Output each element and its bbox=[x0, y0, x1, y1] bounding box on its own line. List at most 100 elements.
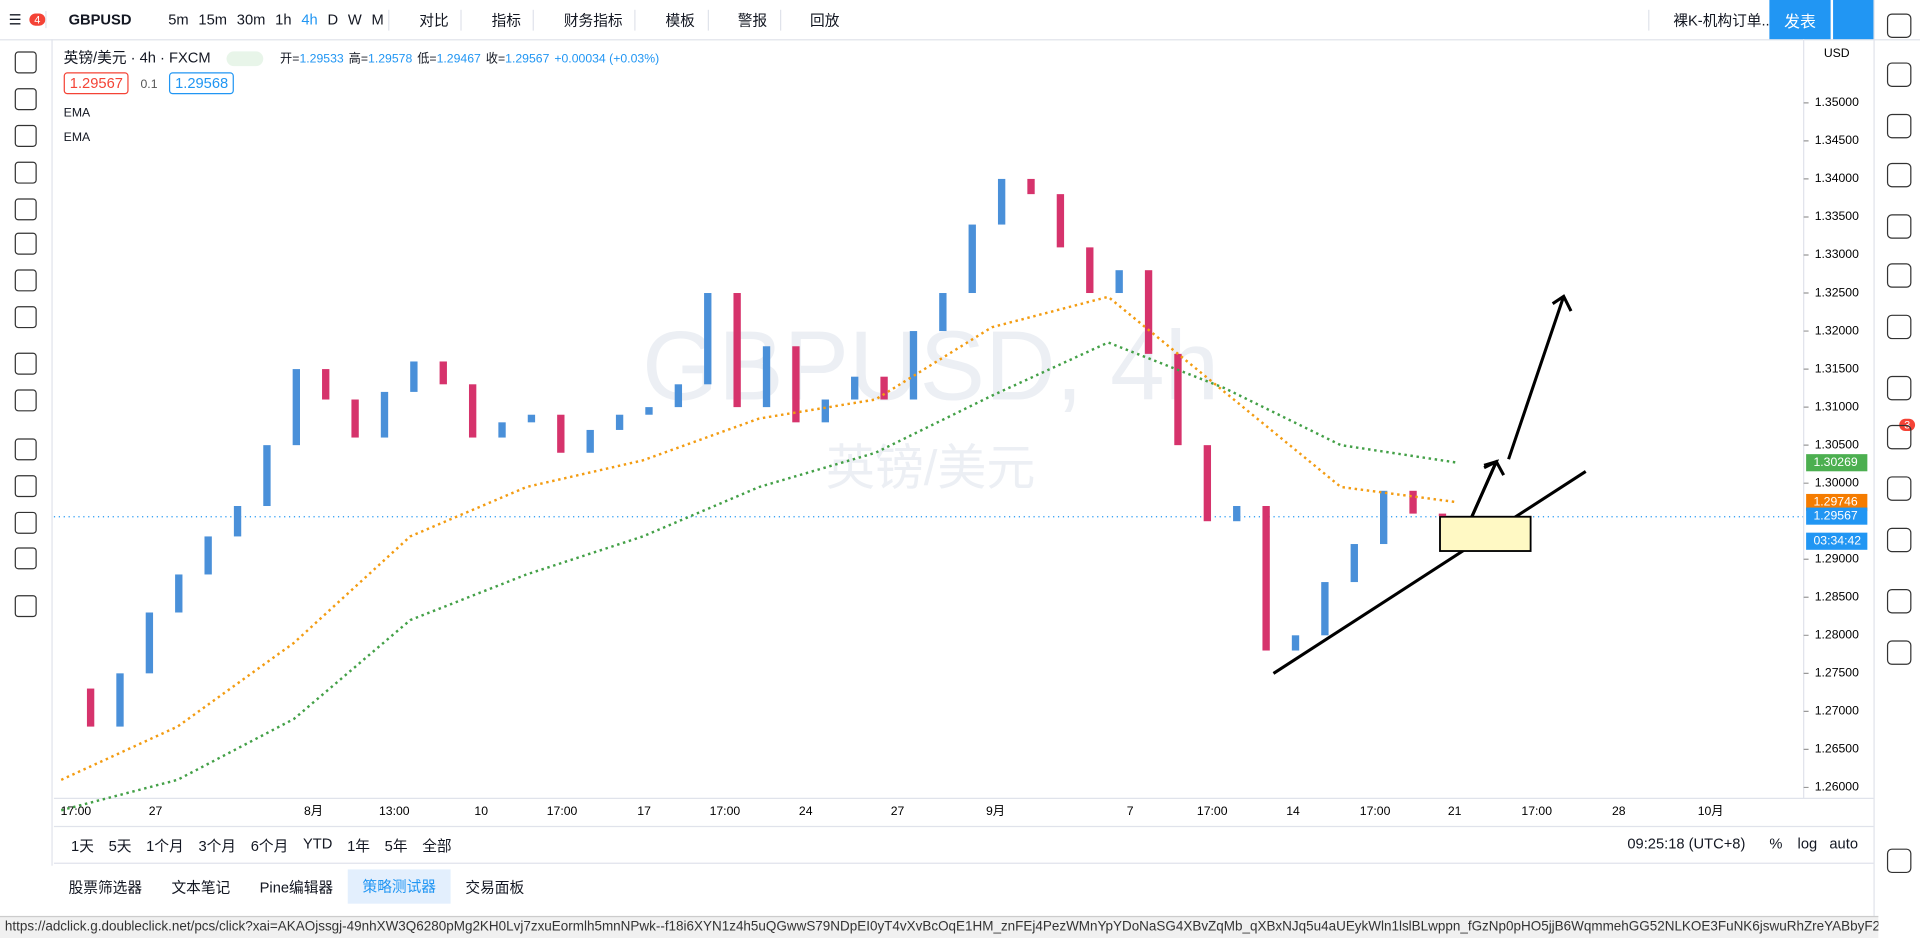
side-icon[interactable] bbox=[1886, 162, 1912, 188]
candle bbox=[1203, 445, 1212, 522]
toolbar-button[interactable]: 模板 bbox=[634, 9, 707, 31]
candle bbox=[410, 361, 418, 392]
auto[interactable]: auto bbox=[1829, 835, 1858, 853]
range-button[interactable]: 3个月 bbox=[198, 837, 237, 855]
interval[interactable]: 4h bbox=[301, 11, 318, 29]
candle bbox=[645, 407, 653, 415]
candle bbox=[1409, 490, 1417, 514]
side-icon[interactable] bbox=[1886, 263, 1912, 288]
price-label: 1.34000 bbox=[1815, 171, 1859, 185]
ask[interactable]: 1.29568 bbox=[168, 72, 235, 95]
side-icon[interactable] bbox=[1886, 214, 1912, 239]
tool-icon[interactable] bbox=[14, 88, 37, 111]
price-badge-label: 1.30269 bbox=[1813, 455, 1857, 469]
tool-icon[interactable] bbox=[14, 389, 37, 412]
tool-icon[interactable] bbox=[14, 595, 37, 618]
side-icon[interactable] bbox=[1886, 476, 1912, 501]
side-icon[interactable] bbox=[1886, 848, 1912, 874]
change: +0.00034 (+0.03%) bbox=[554, 52, 660, 67]
range-button[interactable]: 1年 bbox=[347, 837, 370, 855]
side-icon[interactable] bbox=[1886, 314, 1912, 340]
tool-icon[interactable] bbox=[14, 547, 37, 570]
tool-icon[interactable] bbox=[14, 438, 37, 461]
play[interactable] bbox=[1833, 0, 1874, 40]
price-badge-label: 1.29746 bbox=[1813, 495, 1857, 509]
menu[interactable]: ☰ bbox=[8, 11, 22, 29]
tool-icon[interactable] bbox=[14, 232, 37, 255]
candle bbox=[86, 688, 95, 727]
symbol[interactable]: GBPUSD bbox=[45, 11, 163, 29]
toolbar-button[interactable]: 警报 bbox=[707, 9, 779, 31]
publish[interactable]: 发表 bbox=[1769, 0, 1831, 40]
tool-icon[interactable] bbox=[14, 269, 37, 292]
arrow bbox=[1470, 294, 1573, 518]
side-icon[interactable] bbox=[1886, 375, 1912, 401]
side-icon[interactable] bbox=[1886, 640, 1912, 665]
side-icon[interactable] bbox=[1886, 527, 1912, 553]
time-label: 24 bbox=[799, 804, 813, 818]
tool-icon[interactable] bbox=[14, 352, 37, 375]
interval[interactable]: W bbox=[347, 11, 362, 29]
tool-icon[interactable] bbox=[14, 198, 37, 221]
candle bbox=[116, 673, 124, 727]
interval[interactable]: 5m bbox=[168, 11, 189, 29]
side-icon[interactable] bbox=[1886, 113, 1912, 139]
candle bbox=[792, 346, 800, 423]
tab[interactable]: 交易面板 bbox=[465, 878, 525, 896]
toolbar-button[interactable]: 回放 bbox=[779, 9, 851, 31]
ohlc-value: 1.29533 bbox=[299, 52, 344, 67]
tab[interactable]: 文本笔记 bbox=[171, 878, 231, 896]
toolbar-button[interactable]: 对比 bbox=[388, 9, 461, 31]
range-button[interactable]: YTD bbox=[302, 835, 333, 853]
ohlc-value: 1.29467 bbox=[436, 52, 481, 67]
tab[interactable]: Pine编辑器 bbox=[259, 878, 334, 896]
candle bbox=[1291, 635, 1300, 651]
range-button[interactable]: 1个月 bbox=[146, 837, 184, 855]
side-icon[interactable] bbox=[1886, 13, 1912, 38]
range-button[interactable]: 5天 bbox=[108, 837, 132, 855]
candle bbox=[1321, 582, 1329, 636]
spread: 0.1 bbox=[140, 78, 158, 92]
candle bbox=[1350, 544, 1358, 583]
interval[interactable]: 1h bbox=[275, 11, 292, 29]
time-label: 17:00 bbox=[710, 804, 741, 818]
right-sidebar: 3 bbox=[1873, 0, 1920, 937]
toolbar-button[interactable]: 财务指标 bbox=[533, 9, 635, 31]
candle bbox=[439, 361, 447, 385]
layout[interactable]: 裸K-机构订单... bbox=[1647, 9, 1783, 31]
bid[interactable]: 1.29567 bbox=[63, 72, 130, 95]
range-button[interactable]: 全部 bbox=[422, 837, 452, 855]
zone-box bbox=[1439, 515, 1532, 552]
candle bbox=[1144, 270, 1153, 354]
tab[interactable]: 股票筛选器 bbox=[68, 878, 143, 896]
tool-icon[interactable] bbox=[14, 475, 37, 498]
percent[interactable]: % bbox=[1769, 835, 1783, 853]
interval[interactable]: D bbox=[327, 11, 339, 29]
buttons: 对比 指标 财务指标 模板 警报 回放 bbox=[388, 9, 852, 31]
tool-icon[interactable] bbox=[14, 51, 37, 74]
tool-icon[interactable] bbox=[14, 306, 37, 329]
tool-icon[interactable] bbox=[14, 161, 37, 184]
trend-line bbox=[1272, 470, 1587, 675]
candle bbox=[380, 391, 389, 438]
status-bar: https://adclick.g.doubleclick.net/pcs/cl… bbox=[0, 915, 1879, 938]
toolbar-button[interactable]: 指标 bbox=[460, 9, 533, 31]
log[interactable]: log bbox=[1797, 835, 1818, 853]
price-label: 1.32500 bbox=[1815, 285, 1859, 299]
candle bbox=[1174, 353, 1182, 446]
side-icon[interactable] bbox=[1886, 588, 1912, 614]
interval[interactable]: 30m bbox=[236, 11, 266, 29]
side-icon[interactable] bbox=[1886, 424, 1912, 450]
range-button[interactable]: 1天 bbox=[71, 837, 94, 855]
tool-icon[interactable] bbox=[14, 511, 37, 534]
time-label: 17:00 bbox=[547, 804, 578, 818]
side-icon[interactable] bbox=[1886, 62, 1912, 87]
interval[interactable]: 15m bbox=[198, 11, 227, 29]
tab[interactable]: 策略测试器 bbox=[347, 869, 451, 904]
tool-icon[interactable] bbox=[14, 124, 37, 147]
range-button[interactable]: 6个月 bbox=[250, 837, 289, 855]
price-badge bbox=[1806, 454, 1868, 472]
range-button[interactable]: 5年 bbox=[384, 837, 408, 855]
price-badge bbox=[1806, 507, 1868, 525]
interval[interactable]: M bbox=[371, 11, 384, 29]
